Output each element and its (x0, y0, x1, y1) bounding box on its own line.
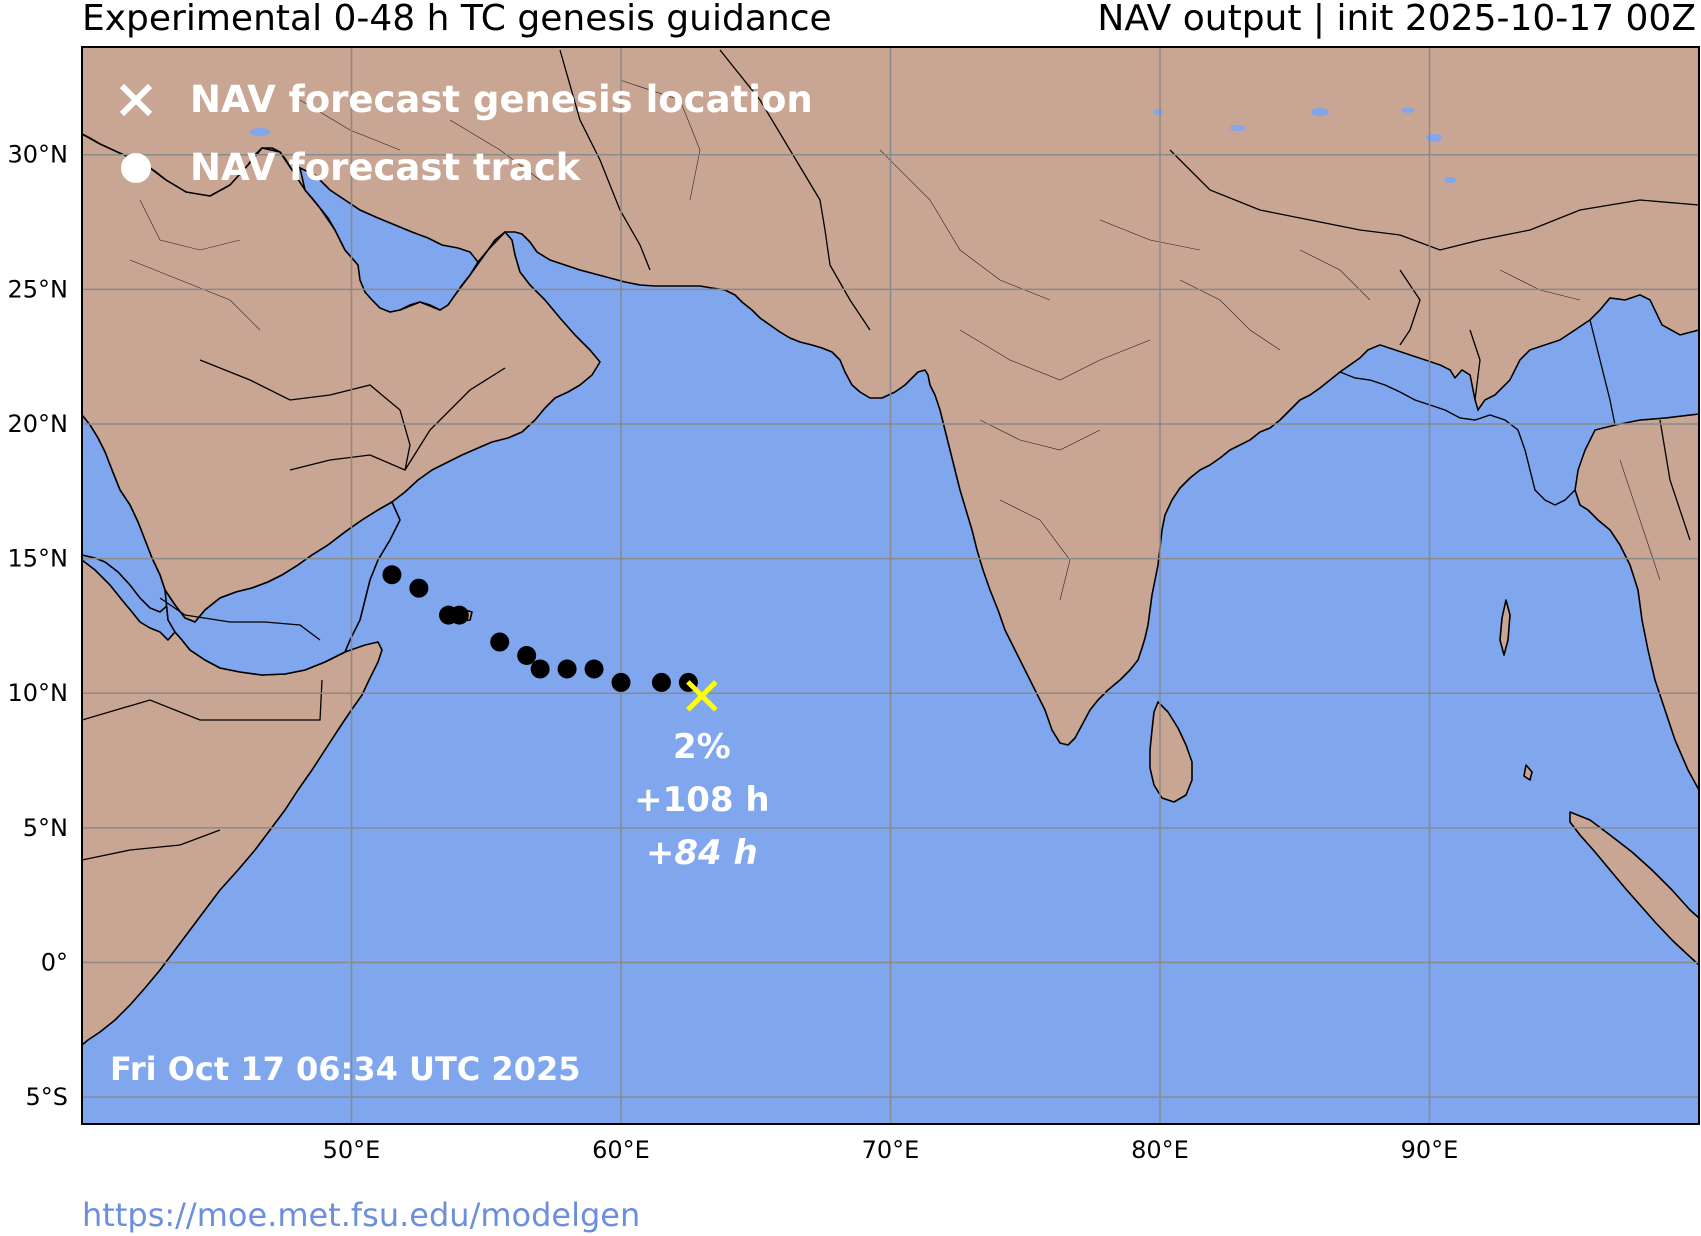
x-marker-icon (119, 83, 153, 117)
persian-gulf (298, 166, 479, 313)
track-point (651, 672, 671, 692)
red-sea (82, 413, 169, 613)
lon-tick-label: 50°E (323, 1136, 381, 1164)
track-point (557, 659, 577, 679)
land-sumatra (1569, 811, 1699, 966)
gridlines (82, 47, 1699, 1124)
genesis-marker (686, 680, 718, 712)
track-point (517, 646, 537, 666)
lon-tick-label: 80°E (1131, 1136, 1189, 1164)
bay-of-bengal-head (1338, 294, 1699, 506)
land-africa-horn (82, 559, 383, 1046)
lat-tick-label: 15°N (8, 545, 69, 573)
source-url-link[interactable]: https://moe.met.fsu.edu/modelgen (82, 1196, 640, 1234)
genesis-lead-time: +108 h (634, 780, 770, 820)
track-point (584, 659, 604, 679)
map-panel (82, 47, 1699, 1124)
lat-tick-label: 5°S (25, 1083, 68, 1111)
lon-tick-label: 90°E (1401, 1136, 1459, 1164)
legend-genesis-label: NAV forecast genesis location (190, 78, 813, 121)
legend: NAV forecast genesis location NAV foreca… (119, 78, 813, 189)
lat-tick-label: 30°N (8, 141, 69, 169)
track-point (490, 632, 510, 652)
track-point (382, 565, 402, 585)
latitude-tick-labels: 30°N 25°N 20°N 15°N 10°N 5°N 0° 5°S (8, 141, 69, 1111)
land-andaman (1499, 599, 1511, 656)
map-frame (81, 46, 1700, 1125)
figure-subtitle: NAV output | init 2025-10-17 00Z (1097, 0, 1696, 39)
track-point (530, 659, 550, 679)
lat-tick-label: 10°N (8, 679, 69, 707)
track-point (409, 578, 429, 598)
lat-tick-label: 25°N (8, 275, 69, 303)
lon-tick-label: 70°E (862, 1136, 920, 1164)
track-point (611, 672, 631, 692)
lat-tick-label: 0° (41, 948, 68, 976)
genesis-lead-time-alt: +84 h (646, 833, 758, 873)
lat-tick-label: 5°N (23, 814, 68, 842)
genesis-probability: 2% (673, 727, 731, 767)
timestamp: Fri Oct 17 06:34 UTC 2025 (110, 1050, 580, 1088)
genesis-x-stroke (686, 680, 718, 712)
dot-marker-icon (121, 153, 151, 183)
lat-tick-label: 20°N (8, 410, 69, 438)
inland-seas (82, 166, 1699, 676)
figure-title: Experimental 0-48 h TC genesis guidance (82, 0, 832, 39)
gulf-of-aden (164, 500, 401, 676)
forecast-track (382, 565, 698, 692)
longitude-tick-labels: 50°E 60°E 70°E 80°E 90°E (323, 1136, 1459, 1164)
lon-tick-label: 60°E (592, 1136, 650, 1164)
country-borders (82, 49, 1699, 861)
land-nicobar (1523, 764, 1533, 781)
legend-track-label: NAV forecast track (190, 146, 582, 189)
genesis-annotation: 2% +108 h +84 h (634, 727, 770, 873)
track-point (449, 605, 469, 625)
